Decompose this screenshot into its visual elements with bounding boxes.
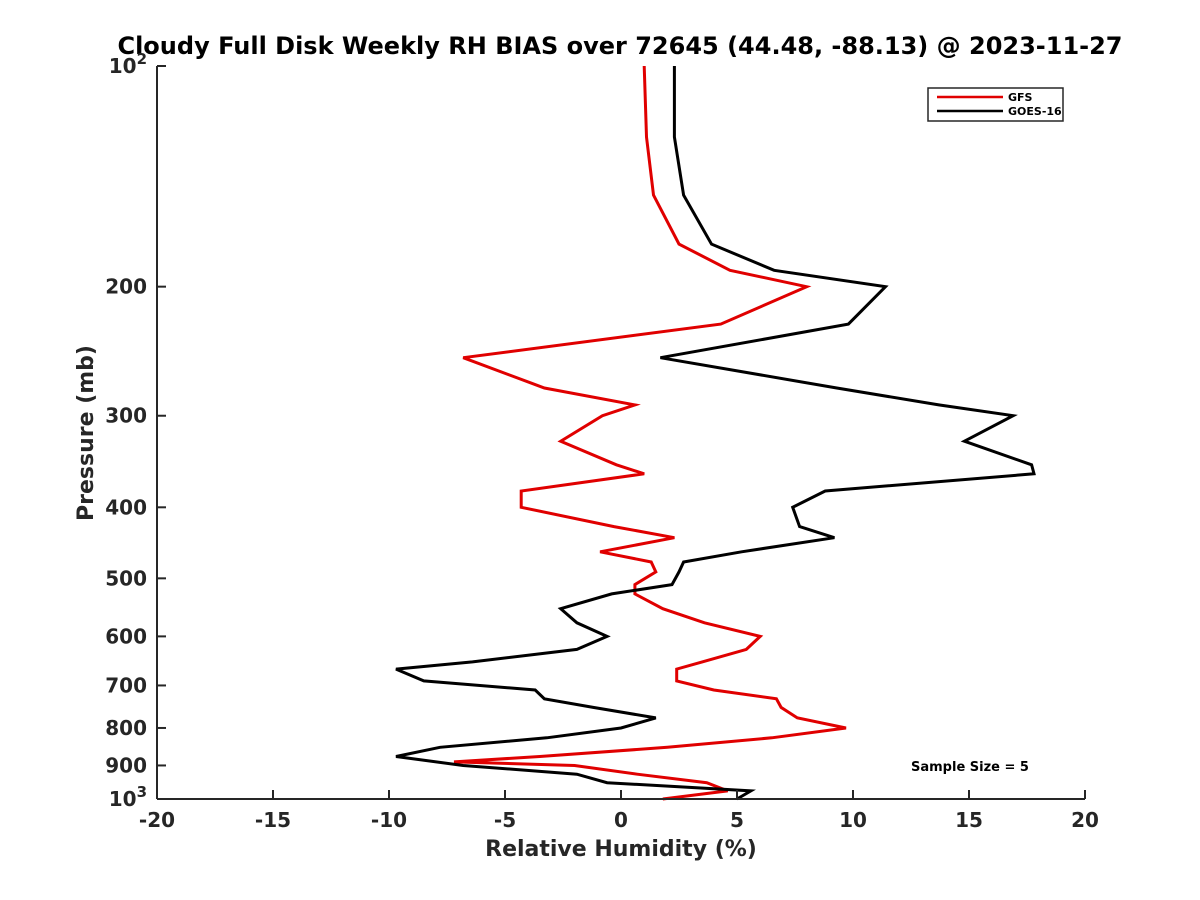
x-tick-label: 15 [955,808,983,832]
x-ticks: -20 -15 -10 -5 0 5 10 15 20 [139,790,1099,832]
x-tick-label: -10 [371,808,407,832]
y-ticks: 102 200 300 400 500 600 700 800 900 103 [105,50,166,811]
x-tick-label: 10 [839,808,867,832]
chart-title: Cloudy Full Disk Weekly RH BIAS over 726… [117,32,1122,60]
x-tick-label: 5 [730,808,744,832]
y-tick-label: 600 [105,624,147,648]
legend-label-gfs: GFS [1008,91,1033,104]
legend-label-goes16: GOES-16 [1008,105,1062,118]
y-tick-label: 500 [105,566,147,590]
y-tick-label: 200 [105,275,147,299]
plot-area [157,66,1085,799]
y-tick-label: 400 [105,495,147,519]
y-tick-label: 103 [109,783,147,811]
x-tick-label: -5 [494,808,516,832]
x-tick-label: -15 [255,808,291,832]
y-tick-label: 900 [105,753,147,777]
y-tick-label: 102 [109,50,147,78]
y-tick-label: 300 [105,404,147,428]
x-tick-label: -20 [139,808,175,832]
y-axis-label: Pressure (mb) [74,345,99,521]
x-axis-label: Relative Humidity (%) [485,837,757,862]
x-tick-label: 20 [1071,808,1099,832]
series-line-goes16 [395,66,1036,801]
sample-size-annotation: Sample Size = 5 [911,760,1029,775]
legend-box [927,87,1064,122]
series-layer [395,65,1036,801]
y-tick-label: 700 [105,673,147,697]
y-tick-label: 800 [105,716,147,740]
legend: GFS GOES-16 [927,87,1064,122]
x-tick-label: 0 [614,808,628,832]
